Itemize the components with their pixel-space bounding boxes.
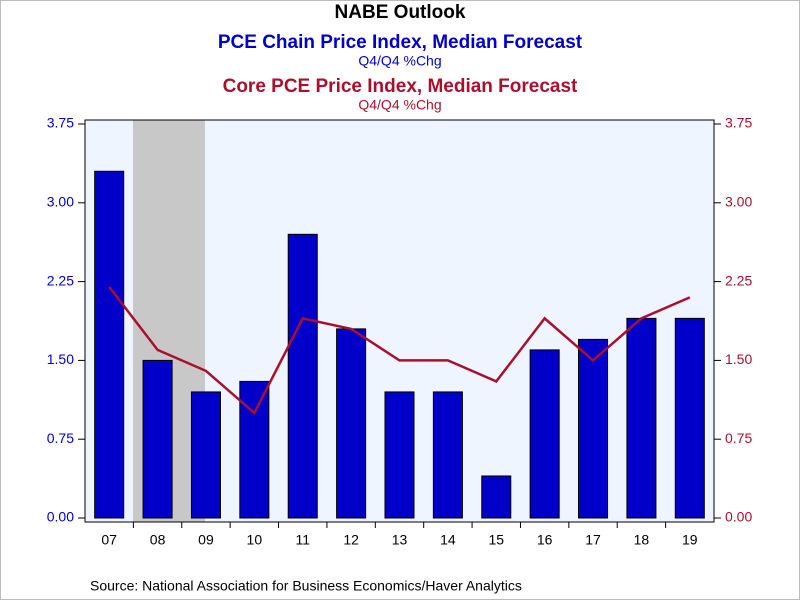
- series-unit: Q4/Q4 %Chg: [358, 97, 441, 113]
- y-tick-label: 1.50: [47, 351, 74, 367]
- x-tick-label: 15: [488, 532, 504, 548]
- source: Source: National Association for Busines…: [90, 578, 522, 594]
- x-tick-label: 11: [295, 532, 310, 548]
- series-unit: Q4/Q4 %Chg: [358, 53, 441, 69]
- bar: [432, 391, 463, 519]
- bar: [336, 328, 367, 519]
- bar: [142, 359, 173, 519]
- y-tick-label: 3.75: [47, 115, 74, 131]
- bar: [94, 170, 125, 519]
- bar: [626, 317, 657, 519]
- plot-border: [84, 119, 715, 523]
- x-tick-label: 12: [343, 532, 359, 548]
- bar: [239, 380, 270, 519]
- x-tick-label: 14: [440, 532, 456, 548]
- bar: [529, 349, 560, 519]
- y-tick-label: 3.00: [47, 194, 74, 210]
- x-tick-label: 09: [198, 532, 214, 548]
- y2-tick-label: 2.25: [725, 272, 752, 288]
- y-tick-label: 2.25: [47, 272, 74, 288]
- y-tick-label: 0.00: [47, 509, 74, 525]
- bar: [384, 391, 415, 519]
- bar: [481, 475, 512, 519]
- x-tick-label: 17: [585, 532, 601, 548]
- x-tick-label: 08: [150, 532, 166, 548]
- line: [108, 286, 691, 415]
- series-title: Core PCE Price Index, Median Forecast: [223, 76, 578, 97]
- x-tick-label: 19: [682, 532, 698, 548]
- x-tick-label: 10: [247, 532, 263, 548]
- bar: [578, 338, 609, 519]
- x-tick-label: 13: [392, 532, 408, 548]
- x-tick-label: 07: [101, 532, 117, 548]
- y2-tick-label: 3.75: [725, 115, 752, 131]
- x-tick-label: 16: [537, 532, 553, 548]
- y-tick-label: 0.75: [47, 430, 74, 446]
- bar: [287, 233, 318, 519]
- bar: [674, 317, 705, 519]
- series-title: PCE Chain Price Index, Median Forecast: [218, 32, 583, 53]
- chart-title: NABE Outlook: [335, 2, 466, 23]
- bar: [190, 391, 221, 519]
- y2-tick-label: 1.50: [725, 351, 752, 367]
- y2-tick-label: 0.00: [725, 509, 752, 525]
- x-tick-label: 18: [634, 532, 650, 548]
- y2-tick-label: 0.75: [725, 430, 752, 446]
- y2-tick-label: 3.00: [725, 194, 752, 210]
